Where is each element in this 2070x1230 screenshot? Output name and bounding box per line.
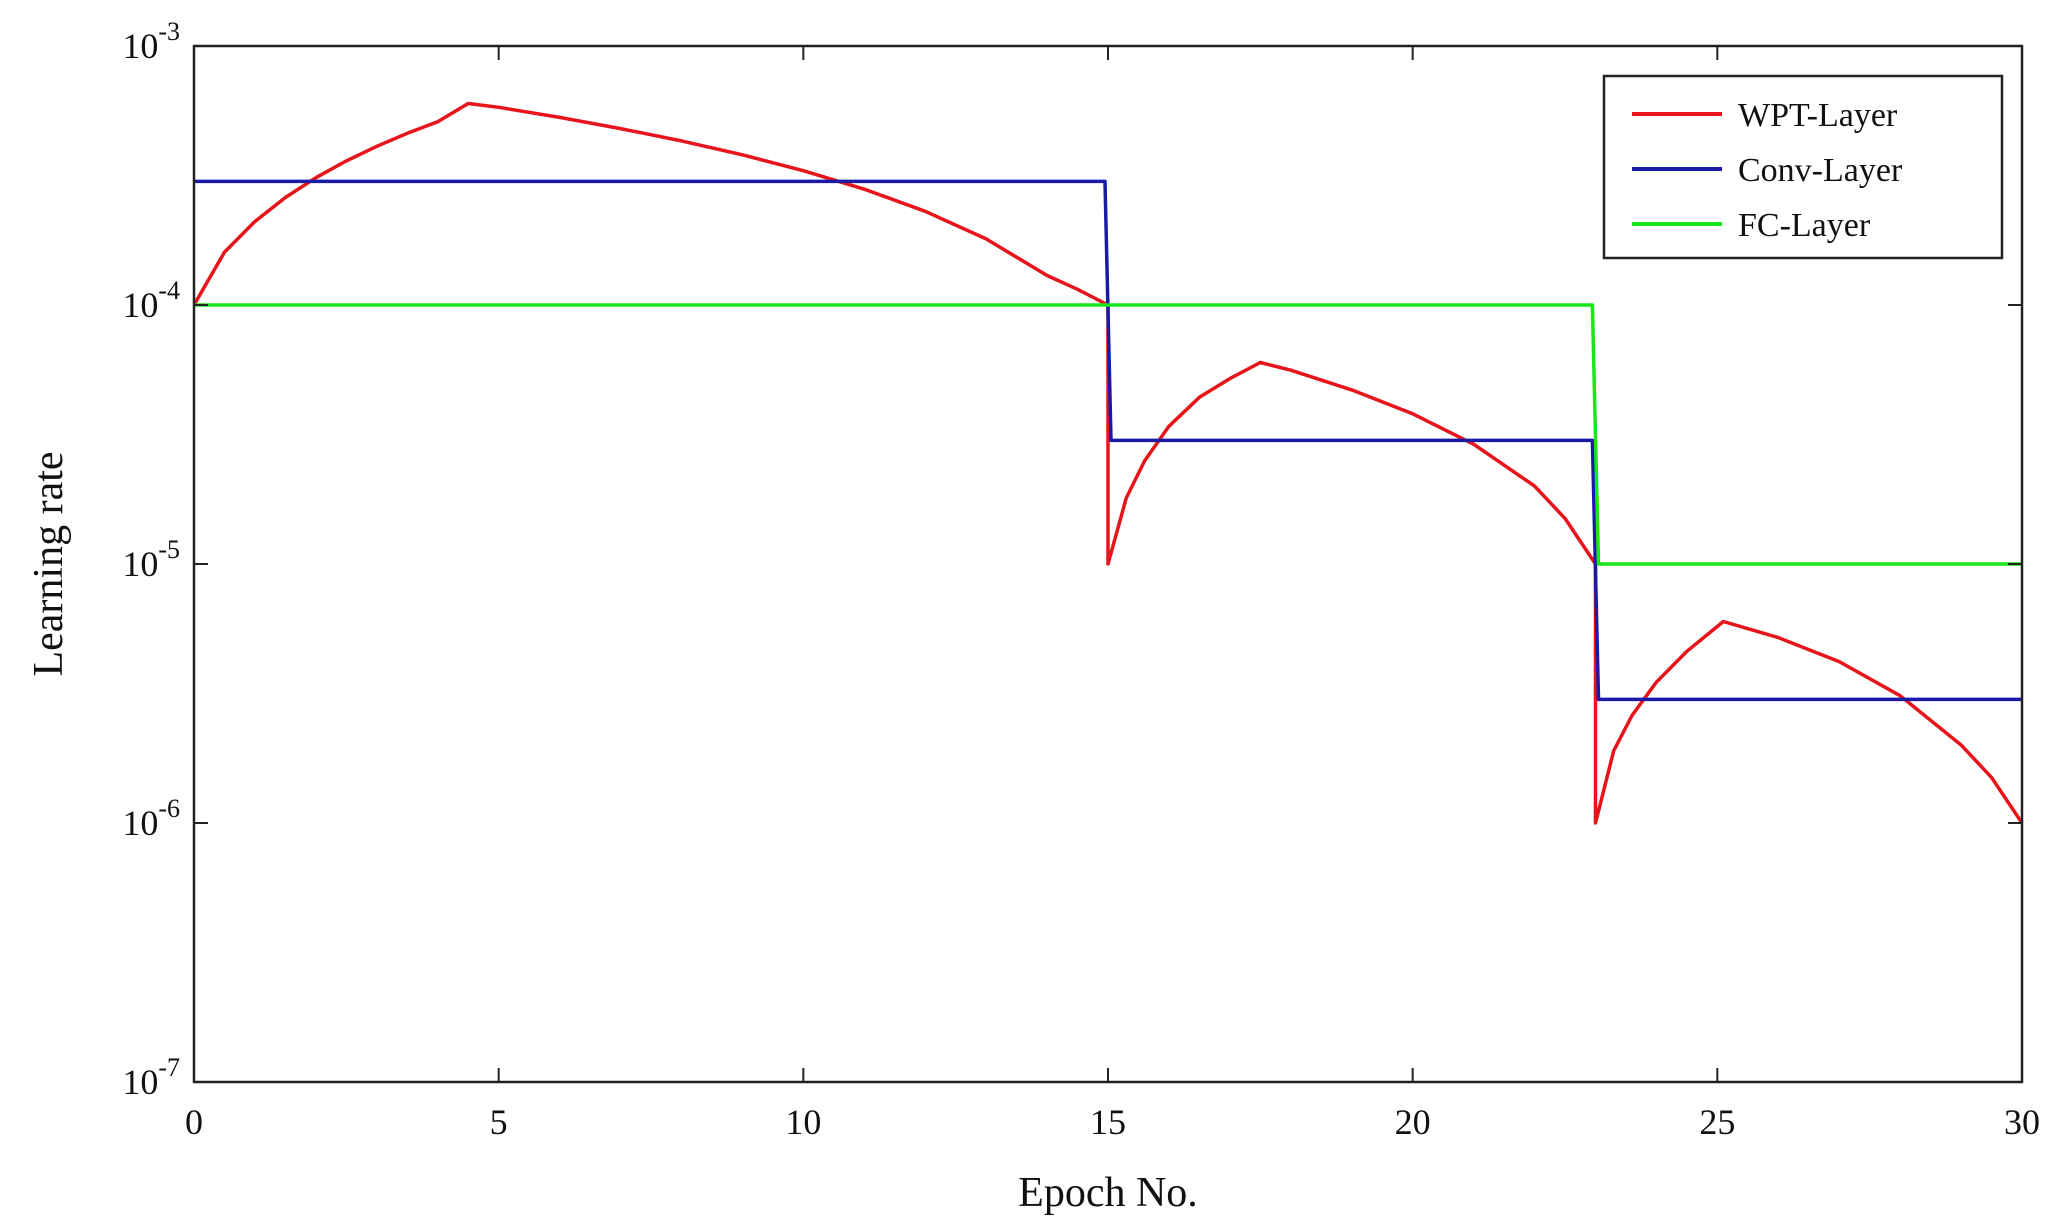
y-tick-label: 10-7 — [122, 1053, 180, 1102]
y-tick-label: 10-4 — [122, 276, 180, 325]
x-axis-label: Epoch No. — [1018, 1170, 1198, 1216]
x-tick-label: 25 — [1699, 1102, 1735, 1142]
y-tick-label: 10-5 — [122, 535, 180, 584]
x-axis-ticks: 0 5 10 15 20 25 30 — [185, 46, 2040, 1142]
x-tick-label: 5 — [490, 1102, 508, 1142]
y-tick-label: 10-6 — [122, 794, 180, 843]
plot-series — [192, 101, 2024, 825]
legend: WPT-Layer Conv-Layer FC-Layer — [1602, 74, 2004, 260]
legend-label: WPT-Layer — [1738, 97, 1898, 134]
x-tick-label: 15 — [1090, 1102, 1126, 1142]
series-line-wpt-layer — [192, 101, 2024, 825]
legend-label: Conv-Layer — [1738, 152, 1903, 189]
y-tick-label: 10-3 — [122, 17, 180, 66]
legend-label: FC-Layer — [1738, 207, 1871, 244]
series-line-conv-layer — [194, 179, 2022, 702]
x-tick-label: 0 — [185, 1102, 203, 1142]
x-tick-label: 20 — [1395, 1102, 1431, 1142]
series-line-fc-layer — [194, 303, 2022, 566]
y-axis-label: Learning rate — [26, 451, 72, 676]
x-tick-label: 30 — [2004, 1102, 2040, 1142]
y-axis-ticks: 10-7 10-6 10-5 10-4 10-3 — [122, 17, 2022, 1102]
x-tick-label: 10 — [785, 1102, 821, 1142]
